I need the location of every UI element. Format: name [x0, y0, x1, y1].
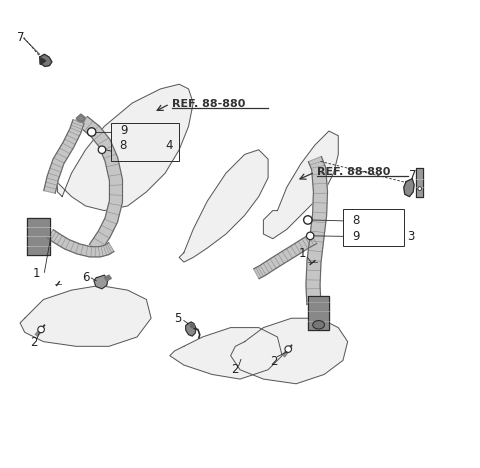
Ellipse shape — [313, 321, 324, 329]
Circle shape — [191, 324, 194, 328]
Polygon shape — [40, 58, 46, 65]
Polygon shape — [48, 230, 114, 257]
Polygon shape — [254, 234, 317, 279]
Polygon shape — [308, 296, 329, 330]
Polygon shape — [186, 322, 196, 336]
Circle shape — [304, 216, 312, 224]
Polygon shape — [404, 179, 414, 197]
Polygon shape — [44, 120, 84, 193]
Text: 2: 2 — [231, 363, 239, 376]
Polygon shape — [170, 328, 282, 379]
Text: 2: 2 — [270, 355, 277, 368]
Polygon shape — [264, 131, 338, 239]
Text: REF. 88-880: REF. 88-880 — [172, 99, 245, 109]
Polygon shape — [27, 218, 50, 255]
Text: 6: 6 — [82, 271, 89, 285]
Text: 3: 3 — [408, 230, 415, 243]
Text: 1: 1 — [299, 247, 306, 260]
Text: 2: 2 — [30, 336, 38, 349]
Circle shape — [306, 232, 314, 240]
Polygon shape — [104, 275, 111, 281]
Circle shape — [87, 128, 96, 136]
Circle shape — [285, 346, 291, 352]
Polygon shape — [179, 150, 268, 262]
Polygon shape — [20, 285, 151, 346]
Polygon shape — [94, 275, 108, 289]
Text: 4: 4 — [165, 139, 173, 152]
Polygon shape — [76, 114, 85, 123]
Text: 7: 7 — [409, 169, 417, 182]
Polygon shape — [416, 168, 423, 197]
Text: 1: 1 — [33, 267, 40, 280]
Bar — [111, 123, 179, 161]
Text: 8: 8 — [352, 214, 360, 227]
Text: REF. 88-880: REF. 88-880 — [317, 167, 391, 177]
Polygon shape — [230, 318, 348, 384]
Polygon shape — [58, 84, 193, 211]
Circle shape — [38, 326, 44, 333]
Text: 9: 9 — [120, 124, 128, 137]
Text: 9: 9 — [352, 230, 360, 243]
Bar — [343, 209, 404, 246]
Circle shape — [98, 146, 106, 154]
Text: 5: 5 — [175, 312, 182, 325]
Polygon shape — [306, 156, 327, 305]
Text: 7: 7 — [17, 31, 25, 44]
Circle shape — [418, 187, 421, 190]
Polygon shape — [40, 54, 52, 66]
Polygon shape — [79, 117, 122, 252]
Text: 8: 8 — [120, 139, 127, 152]
